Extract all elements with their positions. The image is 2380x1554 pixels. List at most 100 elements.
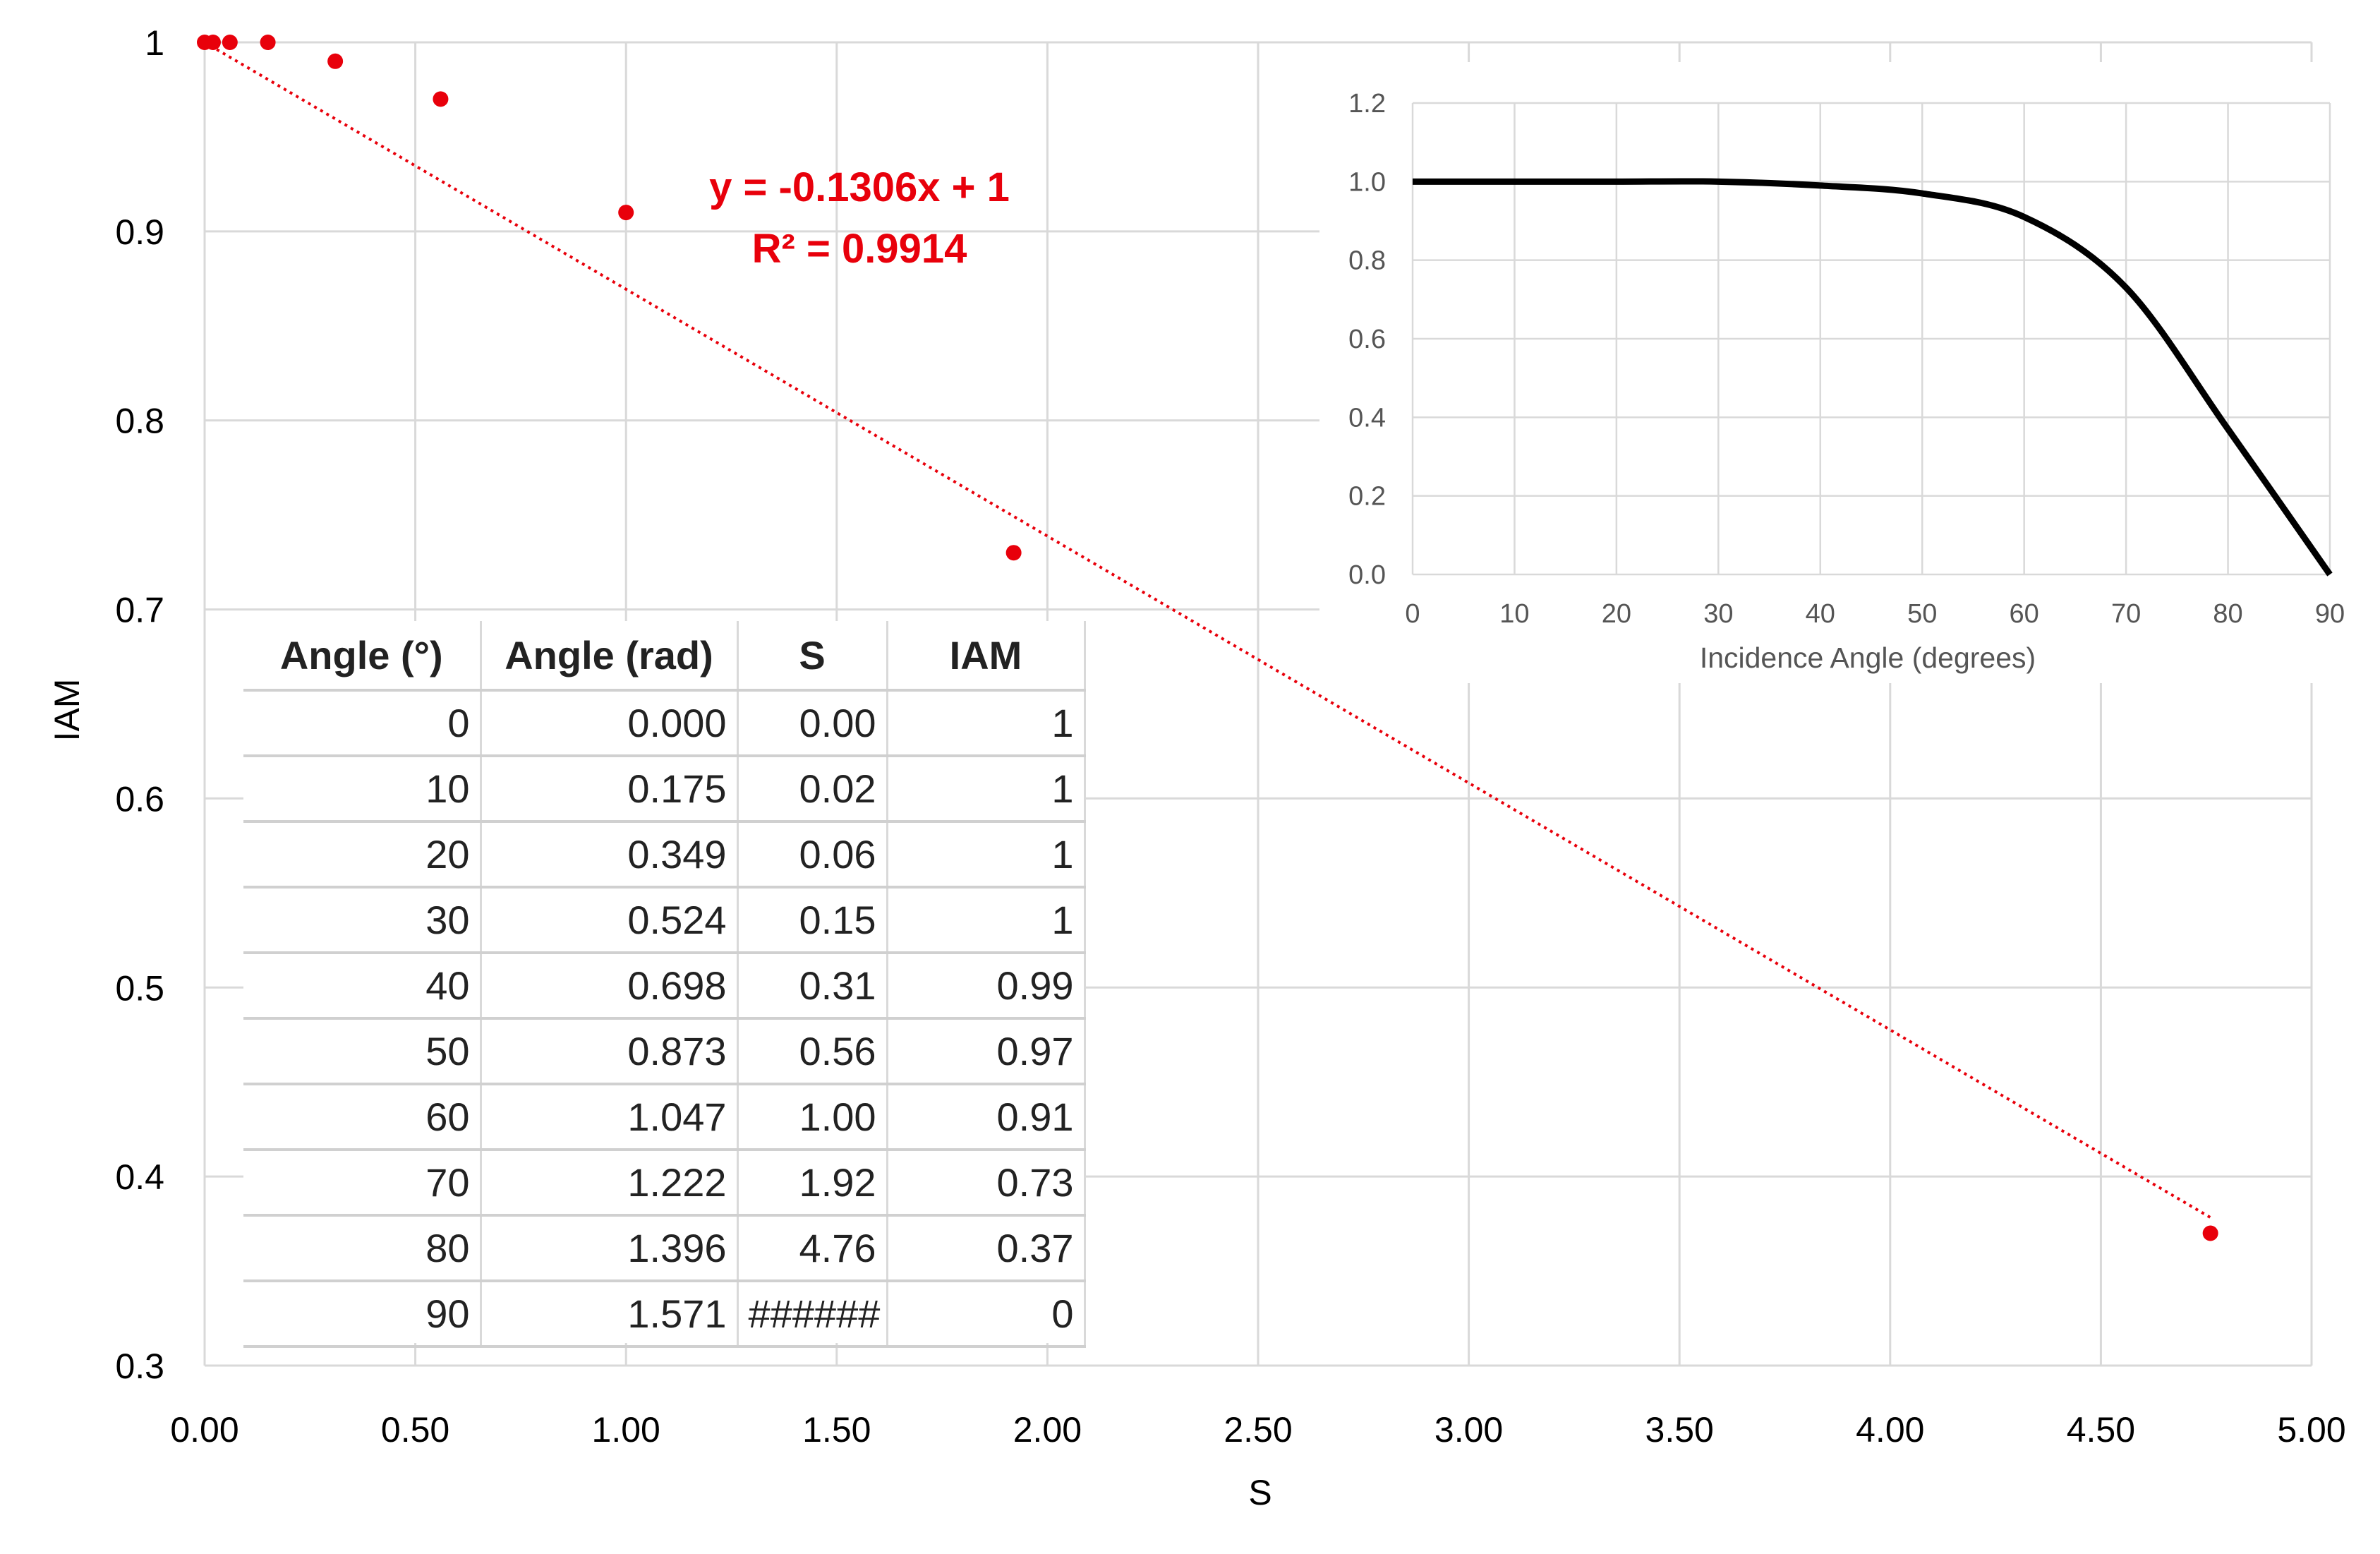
table-cell: 70 [243, 1150, 482, 1217]
table-cell: 80 [243, 1215, 482, 1282]
table-cell: 0.175 [481, 756, 739, 823]
x-tick-label: 5.00 [2277, 1410, 2345, 1450]
inset-x-tick-label: 80 [2213, 599, 2242, 629]
inset-x-tick-label: 10 [1499, 599, 1529, 629]
inset-x-tick-label: 70 [2111, 599, 2141, 629]
data-points [197, 35, 2218, 1241]
x-tick-label: 0.00 [170, 1410, 238, 1450]
table-header-cell: IAM [887, 621, 1086, 692]
x-tick-label: 1.50 [802, 1410, 871, 1450]
trendline-r-squared: R² = 0.9914 [752, 226, 967, 272]
table-row: 0 0.000 0.00 1 [243, 690, 1086, 757]
table-cell: 1 [887, 821, 1086, 889]
inset-x-tick-label: 60 [2010, 599, 2039, 629]
table-cell: 20 [243, 821, 482, 889]
table-cell: 60 [243, 1084, 482, 1151]
y-tick-label: 0.8 [115, 402, 164, 441]
table-cell: 0.02 [737, 756, 888, 823]
table-cell: 4.76 [737, 1215, 888, 1282]
table-cell: 0.349 [481, 821, 739, 889]
table-cell: 0.00 [737, 690, 888, 757]
inset-y-tick-label: 1.0 [1348, 167, 1386, 197]
table-row: 70 1.222 1.92 0.73 [243, 1150, 1086, 1217]
table-cell: 0.99 [887, 953, 1086, 1020]
data-table: Angle (°) Angle (rad) S IAM 0 0.000 0.00 1 10 0.… [243, 621, 1086, 1348]
inset-x-tick-label: 40 [1806, 599, 1835, 629]
table-cell: 0.000 [481, 690, 739, 757]
table-cell: 0.06 [737, 821, 888, 889]
inset-y-tick-label: 0.2 [1348, 482, 1386, 512]
table-cell: 10 [243, 756, 482, 823]
table-cell: 0.698 [481, 953, 739, 1020]
table-cell: 30 [243, 887, 482, 954]
x-tick-label: 4.00 [1856, 1410, 1924, 1450]
table-row: 30 0.524 0.15 1 [243, 887, 1086, 954]
y-tick-label: 0.9 [115, 212, 164, 252]
table-row: 10 0.175 0.02 1 [243, 756, 1086, 823]
table-cell: 0.31 [737, 953, 888, 1020]
inset-x-tick-label: 0 [1405, 599, 1420, 629]
y-tick-label: 0.4 [115, 1157, 164, 1197]
table-header-cell: Angle (°) [243, 621, 482, 692]
y-tick-label: 0.3 [115, 1347, 164, 1386]
table-cell: 50 [243, 1018, 482, 1085]
inset-background [1319, 62, 2336, 683]
table-cell: 0 [243, 690, 482, 757]
table-cell: ###### [737, 1281, 888, 1348]
main-tick-labels: 0.00 0.50 1.00 1.50 2.00 2.50 3.00 3.50 4.00 4.50… [115, 23, 2345, 1450]
y-tick-label: 0.5 [115, 968, 164, 1008]
x-tick-label: 2.50 [1224, 1410, 1292, 1450]
table-row: 60 1.047 1.00 0.91 [243, 1084, 1086, 1151]
table-body: 0 0.000 0.00 1 10 0.175 0.02 1 20 0.349 0.06 1 30 0.5… [243, 690, 1086, 1348]
inset-x-axis-label: Incidence Angle (degrees) [1700, 642, 2036, 674]
table-cell: 0.56 [737, 1018, 888, 1085]
table-cell: 0.73 [887, 1150, 1086, 1217]
data-point [260, 35, 276, 50]
trendline-equation: y = -0.1306x + 1 [709, 164, 1010, 210]
data-point [222, 35, 238, 50]
data-point [1005, 545, 1022, 561]
inset-y-tick-label: 1.2 [1348, 89, 1386, 119]
table-cell: 40 [243, 953, 482, 1020]
x-tick-label: 3.50 [1645, 1410, 1714, 1450]
table-header-cell: S [737, 621, 888, 692]
inset-y-tick-label: 0.0 [1348, 560, 1386, 590]
data-point [327, 53, 344, 69]
table-cell: 1.222 [481, 1150, 739, 1217]
table-cell: 1.92 [737, 1150, 888, 1217]
inset-series-line [1413, 178, 2333, 577]
table-cell: 0.873 [481, 1018, 739, 1085]
table-row: 20 0.349 0.06 1 [243, 821, 1086, 889]
y-tick-label: 0.6 [115, 779, 164, 819]
x-tick-label: 4.50 [2067, 1410, 2135, 1450]
table-header-cell: Angle (rad) [481, 621, 739, 692]
x-axis-label: S [1248, 1473, 1271, 1512]
y-tick-label: 1 [145, 23, 164, 63]
table-cell: 1.396 [481, 1215, 739, 1282]
table-cell: 90 [243, 1281, 482, 1348]
table-header-row: Angle (°) Angle (rad) S IAM [243, 621, 1086, 692]
table-cell: 0.524 [481, 887, 739, 954]
inset-y-tick-label: 0.4 [1348, 403, 1386, 433]
table-cell: 1 [887, 690, 1086, 757]
table-cell: 1.00 [737, 1084, 888, 1151]
x-tick-label: 3.00 [1434, 1410, 1503, 1450]
table-cell: 0.91 [887, 1084, 1086, 1151]
x-tick-label: 2.00 [1013, 1410, 1082, 1450]
table-cell: 0 [887, 1281, 1086, 1348]
table-row: 90 1.571 ###### 0 [243, 1281, 1086, 1348]
inset-x-tick-label: 90 [2315, 599, 2345, 629]
table-cell: 1 [887, 887, 1086, 954]
x-tick-label: 1.00 [592, 1410, 660, 1450]
data-point [433, 91, 449, 107]
inset-x-tick-label: 30 [1703, 599, 1733, 629]
table-cell: 0.97 [887, 1018, 1086, 1085]
inset-x-tick-label: 20 [1602, 599, 1631, 629]
table-row: 40 0.698 0.31 0.99 [243, 953, 1086, 1020]
inset-y-tick-label: 0.6 [1348, 325, 1386, 354]
data-point [2202, 1225, 2218, 1241]
table-row: 50 0.873 0.56 0.97 [243, 1018, 1086, 1085]
y-axis-label: IAM [47, 679, 87, 742]
